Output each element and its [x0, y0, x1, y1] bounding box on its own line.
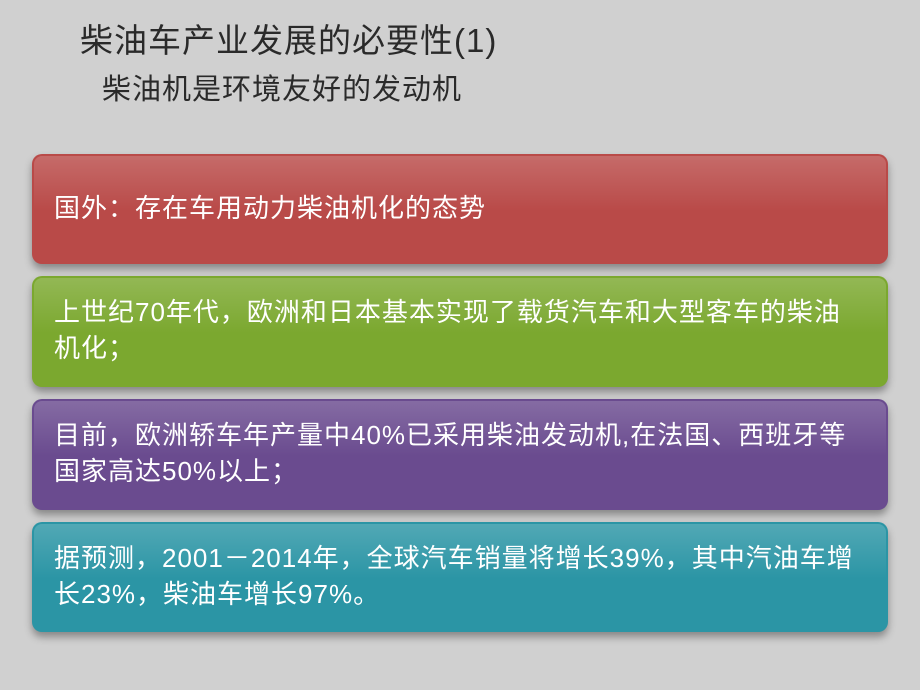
title-block: 柴油车产业发展的必要性(1) 柴油机是环境友好的发动机: [0, 0, 920, 108]
info-box-2-text: 上世纪70年代，欧洲和日本基本实现了载货汽车和大型客车的柴油机化；: [54, 297, 841, 363]
info-box-2: 上世纪70年代，欧洲和日本基本实现了载货汽车和大型客车的柴油机化；: [32, 276, 888, 387]
info-box-4-text: 据预测，2001－2014年，全球汽车销量将增长39%，其中汽油车增长23%，柴…: [54, 543, 854, 609]
page-subtitle: 柴油机是环境友好的发动机: [102, 66, 920, 108]
info-box-3-text: 目前，欧洲轿车年产量中40%已采用柴油发动机,在法国、西班牙等国家高达50%以上…: [54, 420, 846, 486]
content-boxes: 国外：存在车用动力柴油机化的态势 上世纪70年代，欧洲和日本基本实现了载货汽车和…: [32, 154, 888, 632]
info-box-4: 据预测，2001－2014年，全球汽车销量将增长39%，其中汽油车增长23%，柴…: [32, 522, 888, 633]
info-box-3: 目前，欧洲轿车年产量中40%已采用柴油发动机,在法国、西班牙等国家高达50%以上…: [32, 399, 888, 510]
page-title: 柴油车产业发展的必要性(1): [80, 14, 920, 62]
info-box-1: 国外：存在车用动力柴油机化的态势: [32, 154, 888, 264]
info-box-1-text: 国外：存在车用动力柴油机化的态势: [54, 193, 486, 223]
